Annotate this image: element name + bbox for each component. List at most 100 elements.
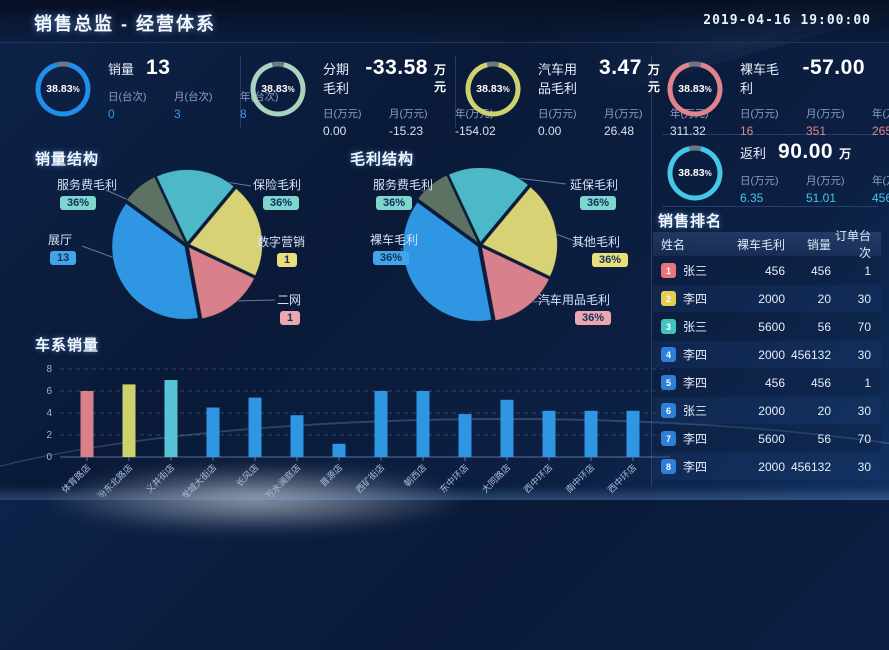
kpi-content: 销量 13 日(台次) 0 月(台次) 3 年(台次) 8 xyxy=(108,56,279,121)
pie-slice-service-fee-profit[interactable] xyxy=(125,176,186,244)
ranking-name-cell: 5 李四 xyxy=(653,374,727,391)
kpi-value: 90.00 xyxy=(778,140,834,163)
svg-text:4: 4 xyxy=(46,408,52,419)
kpi-sub-label: 日(台次) xyxy=(108,91,147,103)
pie-label-text: 二网 xyxy=(277,293,302,307)
bar-长风店[interactable] xyxy=(248,397,262,457)
section-title-car-series-sales: 车系销量 xyxy=(35,337,100,354)
kpi-sub-value: 0.00 xyxy=(323,124,347,138)
rank-badge: 1 xyxy=(661,263,676,278)
bar-西矿街店[interactable] xyxy=(374,391,388,457)
bar-西中环店[interactable] xyxy=(542,410,556,457)
ranking-row: 6 张三 2000 20 30 xyxy=(653,397,881,424)
bar-大同路店[interactable] xyxy=(500,399,514,457)
pie-label-text: 裸车毛利 xyxy=(370,233,419,247)
pie-slice-extended-warranty-profit[interactable] xyxy=(447,168,530,244)
bar-label-西矿街店: 西矿街店 xyxy=(353,462,386,495)
sales-structure-pie-chart: 保险毛利 36% 数字营销 1 二网 1 展厅 13 服务费毛利 36% xyxy=(30,168,350,328)
profit-structure-pie-chart: 延保毛利 36% 其他毛利 36% 汽车用品毛利 36% 裸车毛利 36% 服务费毛利 36% xyxy=(345,168,665,328)
bar-label-东中环店: 东中环店 xyxy=(437,462,470,495)
kpi-value: -57.00 xyxy=(802,56,865,79)
kpi-card-accessory-profit: 38.83% 汽车用品毛利 3.47 万元 日(万元) 0.00 月(万元) 26.48 年(万… xyxy=(458,52,709,138)
kpi-sub-stat: 月(万元) -15.23 xyxy=(389,106,441,138)
bar-西中环店[interactable] xyxy=(626,410,640,457)
bar-label-朝西店: 朝西店 xyxy=(402,462,429,489)
rank-badge: 2 xyxy=(661,291,676,306)
ranking-name: 李四 xyxy=(683,348,708,362)
pie-slice-insurance-profit[interactable] xyxy=(155,169,235,244)
ranking-name: 李四 xyxy=(683,460,708,474)
svg-text:6: 6 xyxy=(46,386,52,397)
bar-南中环店[interactable] xyxy=(584,410,598,457)
kpi-ring-percent: 38.83% xyxy=(476,83,510,95)
kpi-ring-bare-car-profit: 38.83% xyxy=(664,58,726,120)
bar-label-龙城大街店: 龙城大街店 xyxy=(179,462,219,497)
kpi-sub-label: 年(台次) xyxy=(240,91,279,103)
pie-label-auto-goods-profit: 汽车用品毛利 36% xyxy=(538,291,612,325)
kpi-ring-rebate: 38.83% xyxy=(664,142,726,204)
bar-万水澜庭店[interactable] xyxy=(290,415,304,457)
ranking-sales-cell: 456132 xyxy=(790,347,831,362)
bar-体育路店[interactable] xyxy=(80,391,94,457)
kpi-sub-stat: 年(台次) 8 xyxy=(240,89,292,121)
pie-slice-other-profit[interactable] xyxy=(481,186,558,278)
kpi-sub-stat: 月(万元) 351 xyxy=(806,106,858,138)
kpi-sub-label: 月(万元) xyxy=(389,108,428,120)
pie-slice-secondary-network[interactable] xyxy=(187,246,256,320)
kpi-sub-value: 3 xyxy=(174,107,181,121)
pie-label-secondary-network: 二网 1 xyxy=(277,291,301,325)
bar-晋源店[interactable] xyxy=(332,443,346,457)
pie-badge-secondary-network: 1 xyxy=(280,311,301,325)
ranking-orders-cell: 30 xyxy=(857,403,871,418)
bar-汾东北路店[interactable] xyxy=(122,384,136,457)
bar-label-大同路店: 大同路店 xyxy=(479,462,512,495)
kpi-sub-label: 日(万元) xyxy=(740,108,779,120)
kpi-sub-value: 8 xyxy=(240,107,247,121)
ranking-row: 5 李四 456 456 1 xyxy=(653,369,881,396)
kpi-sub-label: 月(万元) xyxy=(806,108,845,120)
kpi-head: 汽车用品毛利 3.47 万元 xyxy=(538,56,663,97)
ranking-sales-cell: 20 xyxy=(817,291,831,306)
bar-朝西店[interactable] xyxy=(416,391,430,457)
bar-东中环店[interactable] xyxy=(458,414,472,457)
car-series-sales-bar-chart: 0 2 4 6 8 体育路店 汾东北路店 义井街店 龙城大街店 长风店 万水澜庭店 晋源店 西矿街店 朝西… xyxy=(32,352,677,501)
pie-badge-showroom: 13 xyxy=(50,251,77,265)
kpi-label: 裸车毛利 xyxy=(740,62,780,96)
pie1-svg xyxy=(400,168,589,322)
ranking-sales-cell: 20 xyxy=(817,403,831,418)
bar-label-体育路店: 体育路店 xyxy=(59,462,92,495)
pie-badge-extended-warranty-profit: 36% xyxy=(580,196,617,210)
pie-slice-showroom[interactable] xyxy=(111,202,199,320)
pie-slice-auto-goods-profit[interactable] xyxy=(480,246,550,322)
ranking-column-header: 销量 xyxy=(806,237,831,252)
kpi-sub-label: 年(万元) xyxy=(872,175,889,187)
kpi-sub-stat: 日(万元) 16 xyxy=(740,106,792,138)
kpi-ring-accessory-profit: 38.83% xyxy=(462,58,524,120)
kpi-sub-value: 351 xyxy=(806,124,827,138)
ranking-sales-cell: 456 xyxy=(810,375,831,390)
ranking-profit-cell: 2000 xyxy=(758,403,785,418)
pie-label-service-fee-profit: 服务费毛利 36% xyxy=(373,176,433,210)
bar-义井街店[interactable] xyxy=(164,380,178,457)
kpi-card-installment-profit: 38.83% 分期毛利 -33.58 万元 日(万元) 0.00 月(万元) -15.23 年(… xyxy=(243,52,496,138)
kpi-sub-value: 456.00 xyxy=(872,191,889,205)
pie-slice-digital-marketing[interactable] xyxy=(188,187,263,277)
pie-slice-service-fee-profit[interactable] xyxy=(417,174,479,244)
pie-badge-other-profit: 36% xyxy=(592,253,629,267)
ranking-orders-cell: 30 xyxy=(857,291,871,306)
ranking-row: 3 张三 5600 56 70 xyxy=(653,313,881,340)
pie-badge-auto-goods-profit: 36% xyxy=(575,311,612,325)
ranking-name-cell: 4 李四 xyxy=(653,346,727,363)
pie-slice-bare-car-profit[interactable] xyxy=(402,201,493,322)
rank-badge: 6 xyxy=(661,403,676,418)
ranking-row: 4 李四 2000 456132 30 xyxy=(653,341,881,368)
ranking-row: 7 李四 5600 56 70 xyxy=(653,425,881,452)
bar-龙城大街店[interactable] xyxy=(206,407,220,458)
kpi-divider-1 xyxy=(240,56,241,128)
kpi-sub-value: 2654 xyxy=(872,124,889,138)
kpi-card-bare-car-profit: 38.83% 裸车毛利 -57.00 日(万元) 16 月(万元) 351 年(万元) 2654 xyxy=(660,52,889,138)
kpi-content: 汽车用品毛利 3.47 万元 日(万元) 0.00 月(万元) 26.48 年(万元) 311.… xyxy=(538,56,709,138)
pie-badge-bare-car-profit: 36% xyxy=(373,251,410,265)
kpi-divider-2 xyxy=(455,56,456,128)
ranking-name: 张三 xyxy=(683,264,708,278)
